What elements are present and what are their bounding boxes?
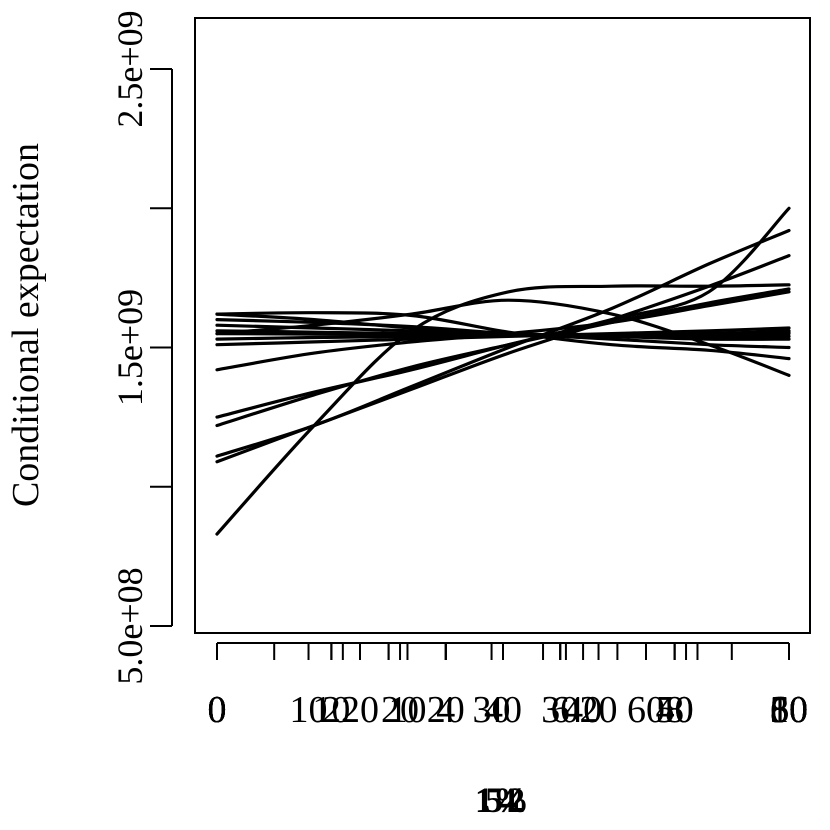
x-axis-label-glyph-5: 2 (507, 780, 525, 820)
x-tick-label: 0 (208, 689, 227, 731)
x-tick-label: 2 (322, 689, 341, 731)
y-tick-label-4: 2.5e+09 (110, 10, 150, 127)
x-tick-label: 40 (656, 689, 694, 731)
x-tick-label: 10 (290, 689, 328, 731)
y-axis-label: Conditional expectation (5, 143, 47, 507)
series-line-5 (215, 206, 791, 419)
x-tick-label: 10 (388, 689, 426, 731)
x-axis-overlay-6: 0 10 20 30 40 50 60 (208, 642, 808, 731)
x-tick-label: 20 (580, 689, 618, 731)
x-axis-overlay-8 (216, 642, 699, 660)
x-tick-label: 0 (208, 689, 227, 731)
series-line-4 (215, 287, 791, 428)
series-line-3 (215, 254, 791, 464)
x-tick-label: 0 (208, 689, 227, 731)
series-group (215, 206, 791, 536)
x-tick-label: 80 (770, 689, 808, 731)
x-tick-label: 8 (665, 689, 684, 731)
x-axis-label-glyph-4: 4 (499, 780, 517, 820)
x-axis-label-glyph-1: 1 (475, 780, 493, 820)
x-tick-label: 20 (381, 689, 419, 731)
x-tick-label: 0 (208, 689, 227, 731)
x-axis: 0 2 4 6 8 100 20 40 60 800 10 20 300 10 20 30 40 500 10 20 3… (208, 642, 808, 731)
x-tick-label: 50 (656, 689, 694, 731)
y-tick-label-0: 5.0e+08 (110, 567, 150, 684)
x-tick-label: 0 (208, 689, 227, 731)
x-axis-overlay-5: 0 10 20 30 40 50 (208, 642, 808, 731)
x-tick-label: 60 (770, 689, 808, 731)
x-axis-overlay-4 (216, 642, 790, 660)
x-tick-label: 60 (770, 689, 808, 731)
x-tick-label: 60 (627, 689, 665, 731)
x-tick-label: 40 (564, 689, 602, 731)
x-tick-label: 20 (427, 689, 465, 731)
x-tick-label: 10 (770, 689, 808, 731)
x-tick-label: 30 (770, 689, 808, 731)
y-axis: 5.0e+08 1.5e+09 2.5e+09 (110, 10, 173, 685)
series-line-15 (215, 326, 791, 347)
x-tick-label: 4 (436, 689, 455, 731)
x-axis-label: 151%42 (475, 780, 529, 820)
x-tick-label: 40 (484, 689, 522, 731)
x-tick-label: 6 (551, 689, 570, 731)
plot-frame (194, 17, 811, 634)
x-tick-label: 0 (208, 689, 227, 731)
y-tick-label-2: 1.5e+09 (110, 289, 150, 406)
x-tick-label: 30 (473, 689, 511, 731)
x-tick-label: 30 (541, 689, 579, 731)
x-axis-label-glyph-3: 1% (475, 780, 529, 820)
x-axis-label-glyph-2: 5 (485, 780, 503, 820)
x-tick-label: 50 (770, 689, 808, 731)
x-tick-label: 20 (341, 689, 379, 731)
x-tick-label: 10 (312, 689, 350, 731)
series-line-1 (215, 283, 791, 536)
